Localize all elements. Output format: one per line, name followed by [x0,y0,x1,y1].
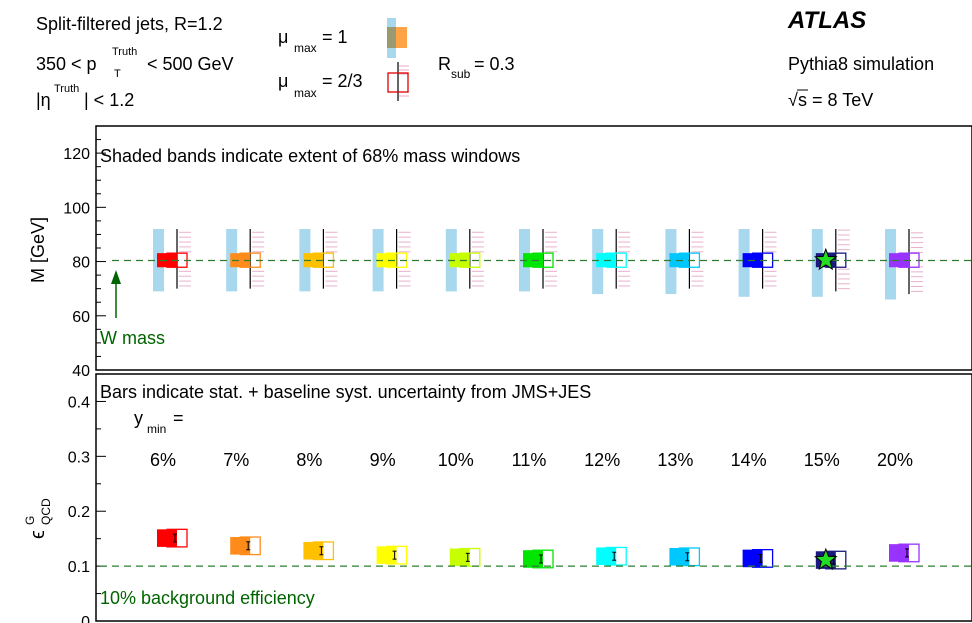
top-marker-8 [738,229,777,297]
simulation-label: Pythia8 simulation [788,54,934,74]
top-window-hatch-mu23 [179,231,191,287]
ymin-label-eq: = [173,408,184,428]
category-label-3: 9% [370,450,396,470]
top-ytick-label-3: 100 [63,200,90,217]
top-window-hatch-mu23 [325,231,338,287]
bottom-marker-10 [889,543,920,563]
top-ytick-label-4: 120 [63,146,90,163]
top-ytick-label-1: 60 [72,309,90,326]
top-panel-annotation: Shaded bands indicate extent of 68% mass… [100,146,520,166]
bottom-marker-8 [742,548,774,568]
bottom-panel-frame [95,373,972,622]
header-line3-post: | < 1.2 [84,90,134,110]
svg-text:QCD: QCD [39,498,53,525]
w-mass-arrowhead [111,270,121,284]
top-marker-10 [885,229,923,300]
legend-mu1-value: = 1 [322,27,348,47]
bottom-optimal-star [813,547,838,571]
top-point-mu23-4 [459,252,481,268]
category-label-0: 6% [150,450,176,470]
top-marker-0 [153,229,191,292]
header-line3: |η [36,90,51,110]
bottom-point-mu23-6 [605,546,627,566]
header-line3-sup: Truth [54,83,79,95]
category-label-6: 12% [584,450,620,470]
legend-mu23-value: = 2/3 [322,71,363,91]
energy-label: s = 8 TeV [798,90,873,110]
legend-mu1-marker [387,18,407,58]
w-mass-label: W mass [100,328,165,348]
category-label-5: 11% [512,450,547,470]
top-optimal-star [813,247,838,271]
bottom-ytick-label-1: 0.1 [68,559,90,576]
header-line2-sub: T [114,68,121,80]
top-ylabel: M [GeV] [28,217,48,283]
category-label-2: 8% [296,450,322,470]
bottom-point-mu23-5 [532,549,554,569]
top-window-hatch-mu23 [618,231,631,287]
top-window-hatch-mu23 [398,231,411,287]
top-window-hatch-mu23 [837,229,850,290]
bottom-point-mu23-1 [239,536,261,556]
bottom-marker-5 [523,549,554,569]
bottom-ytick-label-2: 0.2 [68,504,90,521]
bottom-marker-2 [303,541,335,561]
top-marker-7 [665,229,704,295]
top-window-hatch-mu23 [764,231,777,287]
category-label-4: 10% [438,450,474,470]
category-label-8: 14% [731,450,767,470]
rsub-sub: sub [451,67,471,81]
top-marker-1 [226,229,265,292]
legend-mu23-sub: max [294,86,317,100]
header-line2-sup: Truth [112,46,137,58]
bottom-marker-7 [669,547,701,567]
bottom-ytick-label-0: 0 [81,614,90,623]
bottom-ytick-label-4: 0.4 [68,394,90,411]
bottom-point-mu23-10 [898,543,920,563]
bottom-marker-3 [376,545,408,565]
background-efficiency-label: 10% background efficiency [100,588,315,608]
bottom-point-mu23-3 [385,545,408,565]
category-label-1: 7% [223,450,249,470]
top-window-hatch-mu23 [545,231,557,287]
bottom-panel-annotation: Bars indicate stat. + baseline syst. unc… [100,382,591,402]
bottom-marker-4 [449,547,481,567]
legend-mu1-symbol: μ [278,27,288,47]
legend-mu23-marker [387,62,409,101]
top-window-hatch-mu23 [471,231,484,287]
svg-text:ϵ: ϵ [27,530,49,539]
category-label-10: 20% [877,450,913,470]
category-label-7: 13% [657,450,693,470]
header-line2-post: < 500 GeV [147,54,234,74]
header-line2: 350 < p [36,54,97,74]
rsub-symbol: R [438,54,451,74]
top-ytick-label-0: 40 [72,363,90,380]
category-label-9: 15% [804,450,840,470]
sqrt-symbol: √ [788,90,798,110]
header-line1: Split-filtered jets, R=1.2 [36,14,223,34]
bottom-point-mu23-8 [751,548,774,568]
bottom-point-mu23-2 [312,541,335,561]
bottom-marker-1 [230,536,261,556]
top-marker-6 [592,229,631,295]
ymin-label-sub: min [147,422,166,436]
legend-mu1-sub: max [294,41,317,55]
bottom-point-mu23-4 [459,547,481,567]
rsub-value: = 0.3 [474,54,515,74]
legend-mu23-symbol: μ [278,71,288,91]
bottom-ytick-label-3: 0.3 [68,449,90,466]
top-window-hatch-mu23 [691,231,704,287]
ymin-label: y [134,408,143,428]
bottom-marker-0 [157,528,188,548]
top-window-hatch-mu23 [252,231,265,287]
svg-text:G: G [23,516,37,525]
top-window-hatch-mu23 [911,232,923,292]
top-ytick-label-2: 80 [72,255,90,272]
bottom-marker-6 [596,546,627,566]
bottom-ylabel: ϵ G QCD [23,498,53,539]
atlas-label: ATLAS [787,7,866,34]
bottom-point-mu23-0 [166,528,188,548]
